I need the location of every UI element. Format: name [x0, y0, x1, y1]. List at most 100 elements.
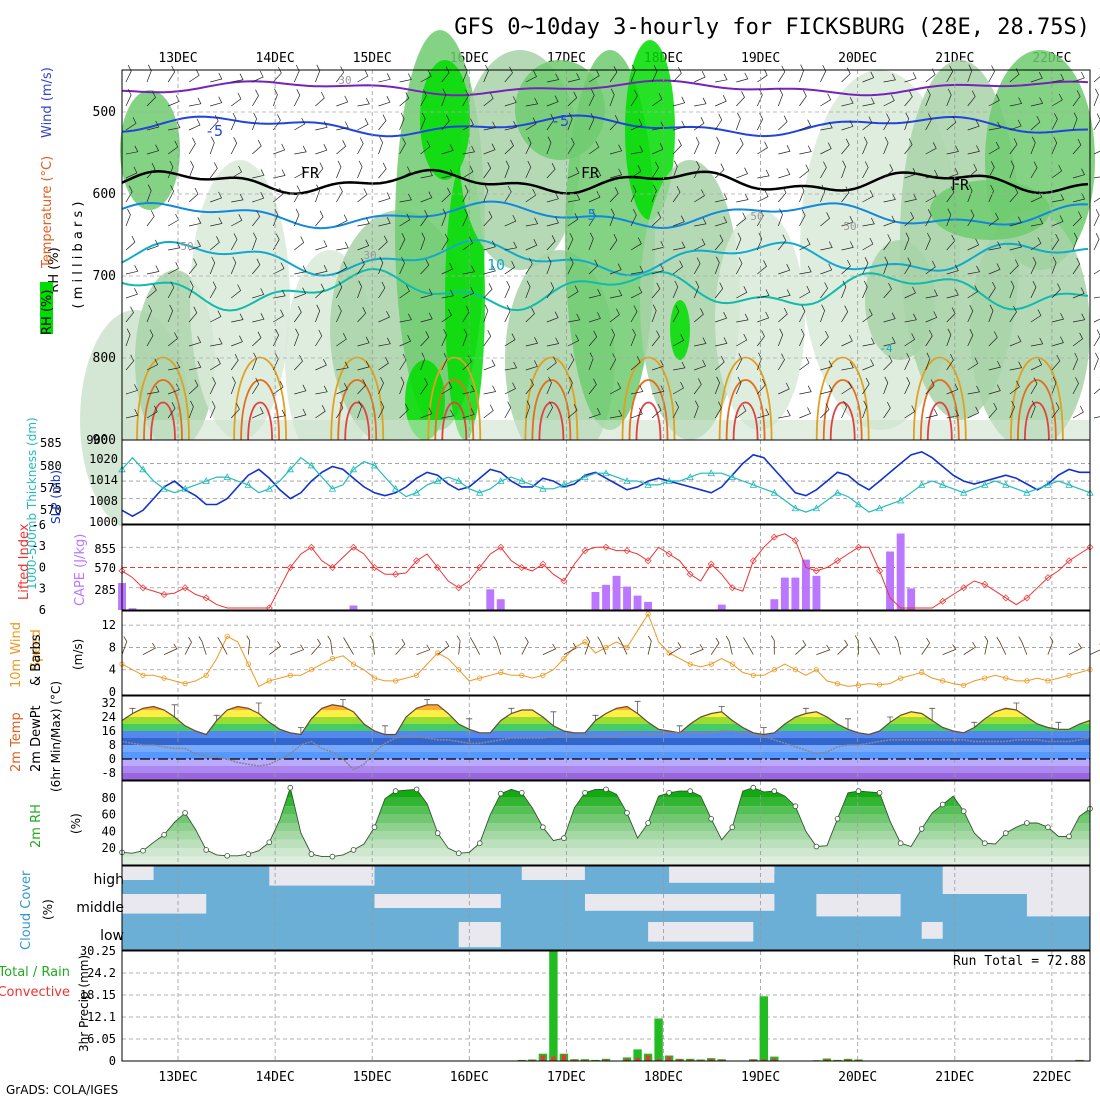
wind-barb	[904, 90, 913, 107]
wind-barb	[146, 184, 152, 203]
wind-label-units: (m/s)	[71, 639, 85, 670]
cloud-level-label: high	[93, 872, 124, 888]
wind-barb	[125, 354, 135, 371]
wind-barb	[757, 378, 766, 395]
temperature-band	[122, 745, 1090, 752]
wind-barb	[1072, 71, 1085, 83]
precip-conv-bar	[561, 1054, 566, 1061]
wind-barb	[862, 161, 869, 179]
wind-barb	[820, 184, 826, 203]
wind-barb	[210, 310, 222, 323]
wind-barb	[693, 161, 700, 179]
wind-barb	[246, 635, 251, 655]
wind-barb	[946, 116, 957, 131]
precip-conv-bar	[751, 1059, 756, 1061]
rh-band	[122, 789, 1090, 798]
wind-barb	[290, 644, 305, 655]
wind-barb	[757, 408, 770, 419]
wind-barb	[315, 240, 328, 251]
minmax-bar	[339, 699, 346, 707]
wind-barb	[252, 70, 264, 83]
li-point	[202, 594, 210, 602]
wind-barb	[188, 379, 199, 395]
li-tick-label: 3	[39, 582, 46, 596]
cloud-gap	[942, 866, 1090, 894]
wind-barb	[778, 145, 791, 155]
wind-barb	[525, 280, 531, 299]
thickness-point	[560, 481, 568, 488]
li-point	[455, 584, 463, 592]
wind-barb	[651, 304, 657, 323]
wind-barb	[273, 262, 285, 275]
wind-barb	[883, 164, 894, 179]
wind-barb	[862, 237, 874, 251]
wind-barb	[588, 169, 602, 179]
dewpoint-line	[121, 730, 1091, 771]
wind-barb	[862, 71, 875, 83]
wind-label-c: & Barbs	[29, 634, 44, 686]
li-tick-label: -6	[32, 518, 46, 532]
wind-barb	[714, 376, 720, 395]
wind-barb	[378, 235, 388, 251]
cloud-level-label: low	[100, 928, 124, 944]
rh-point	[792, 803, 799, 809]
wind-barb	[841, 305, 849, 323]
slp-thickness-panel: 585 580 575 570 1020 1014 1008 1000 900	[40, 433, 1094, 529]
wind-barb	[546, 401, 553, 419]
wind-barb	[862, 280, 868, 299]
wind-barb	[1030, 256, 1037, 275]
wind-barb	[799, 265, 812, 275]
cloud-gap	[374, 894, 501, 908]
wind-barb	[188, 187, 199, 203]
wind-barb	[567, 112, 573, 131]
wind-barb	[420, 191, 433, 203]
cloud-gap	[648, 922, 754, 942]
wind-barb	[504, 401, 512, 419]
lifted-index-axis-label: Lifted Index	[17, 523, 32, 600]
pressure-tick-label: 700	[93, 269, 116, 284]
wind-barb	[946, 208, 952, 227]
wind-barb	[441, 144, 454, 155]
wind-barb	[1072, 332, 1084, 347]
wind-speed-point	[729, 661, 735, 667]
wind-barb	[469, 637, 481, 655]
contour-label: -5	[551, 112, 569, 130]
wind-barb	[715, 73, 728, 83]
wind-barb	[925, 68, 936, 83]
wind-barb	[988, 184, 994, 203]
wind-barb	[210, 191, 222, 203]
thickness-point	[518, 477, 526, 484]
rh-point	[308, 851, 315, 857]
wind-barb	[399, 92, 410, 107]
wind-barb	[188, 69, 200, 83]
rh-area	[715, 210, 805, 430]
wind-barb	[336, 241, 349, 251]
wind-barb	[1072, 405, 1084, 419]
wind-barb	[336, 95, 349, 107]
wind-barb	[862, 359, 875, 371]
isotherm-loop	[330, 356, 385, 441]
minmax-bar	[213, 714, 220, 721]
wind-barb	[399, 313, 412, 323]
wind-barb	[504, 305, 511, 323]
rh-legend-label: RH (%)	[40, 290, 55, 335]
li-point	[518, 564, 526, 571]
wind-barb	[690, 644, 704, 655]
wind-barb	[420, 112, 426, 131]
wind-barb	[188, 137, 196, 155]
slp-series-line	[121, 450, 1090, 518]
wind-barb	[294, 166, 306, 179]
wind-barb	[1093, 88, 1099, 107]
wind-barb	[736, 138, 744, 155]
wind-barb	[820, 65, 827, 83]
wind-barb	[757, 311, 770, 323]
wind-barb	[609, 187, 619, 203]
wind-barb	[167, 213, 179, 227]
precip-conv-bar	[772, 1058, 777, 1061]
rh-point	[708, 815, 714, 822]
thickness-point	[854, 500, 863, 508]
wind-barb	[1009, 361, 1023, 371]
wind-barb	[146, 405, 158, 419]
wind-barb	[252, 331, 262, 347]
wind-barb	[294, 355, 303, 371]
